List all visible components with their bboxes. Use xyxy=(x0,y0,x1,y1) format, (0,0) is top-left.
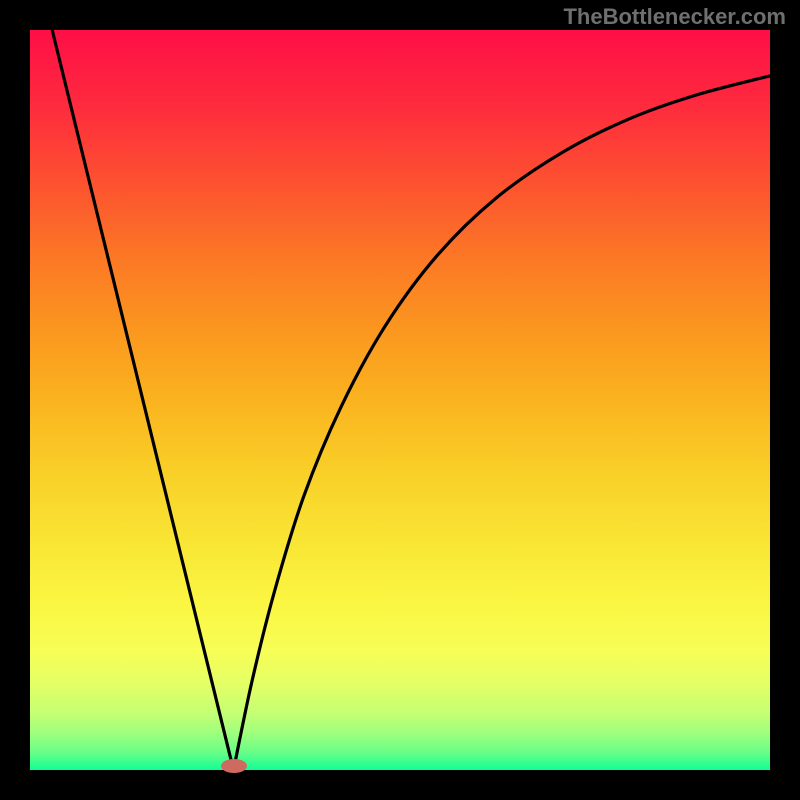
curve-right-branch xyxy=(234,76,771,770)
optimal-marker xyxy=(221,759,247,773)
watermark-text: TheBottlenecker.com xyxy=(563,4,786,30)
curve-left-branch xyxy=(52,30,233,770)
bottleneck-curve-svg xyxy=(30,30,770,770)
canvas-root: TheBottlenecker.com xyxy=(0,0,800,800)
plot-area xyxy=(30,30,770,770)
